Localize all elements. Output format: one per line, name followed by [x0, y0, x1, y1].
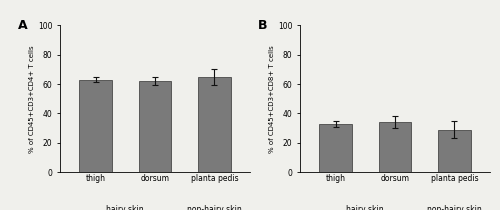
Bar: [320, 124, 352, 172]
Text: A: A: [18, 19, 28, 32]
Y-axis label: % of CD45+CD3+CD8+ T cells: % of CD45+CD3+CD8+ T cells: [269, 45, 275, 153]
Bar: [378, 122, 412, 172]
Text: hairy skin: hairy skin: [346, 205, 384, 210]
Text: non-hairy skin: non-hairy skin: [427, 205, 482, 210]
Bar: [80, 80, 112, 172]
Bar: [138, 81, 172, 172]
Text: hairy skin: hairy skin: [106, 205, 144, 210]
Bar: [198, 77, 230, 172]
Y-axis label: % of CD45+CD3+CD4+ T cells: % of CD45+CD3+CD4+ T cells: [29, 45, 35, 152]
Bar: [438, 130, 470, 172]
Text: non-hairy skin: non-hairy skin: [187, 205, 242, 210]
Text: B: B: [258, 19, 268, 32]
